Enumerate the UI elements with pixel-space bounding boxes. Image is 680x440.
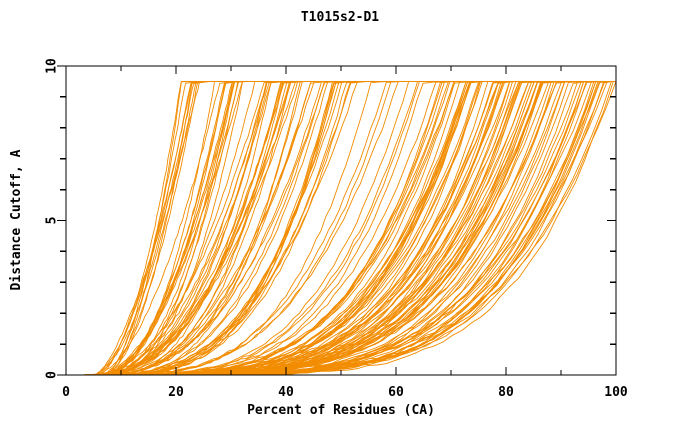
x-tick-label: 20 [168, 385, 184, 400]
y-axis-title: Distance Cutoff, A [9, 149, 24, 290]
y-tick-labels: 0 5 10 [45, 58, 60, 379]
chart-title: T1015s2-D1 [300, 10, 380, 25]
model-curve [94, 80, 617, 376]
y-tick-label: 10 [45, 58, 60, 74]
x-tick-label: 100 [604, 385, 628, 400]
x-tick-label: 60 [388, 385, 404, 400]
model-curve [94, 80, 617, 376]
y-tick-label: 0 [45, 371, 60, 379]
model-curve [94, 80, 617, 376]
axis-ticks [57, 65, 617, 376]
x-tick-labels: 0 20 40 60 80 100 [62, 385, 628, 400]
model-curve [96, 80, 617, 375]
y-tick-label: 5 [45, 217, 60, 225]
x-tick-label: 80 [498, 385, 514, 400]
model-curve [90, 80, 617, 376]
model-curve [94, 80, 617, 376]
x-tick-label: 40 [278, 385, 294, 400]
data-curves [84, 80, 617, 376]
x-axis-title: Percent of Residues (CA) [247, 403, 435, 418]
x-tick-label: 0 [62, 385, 70, 400]
